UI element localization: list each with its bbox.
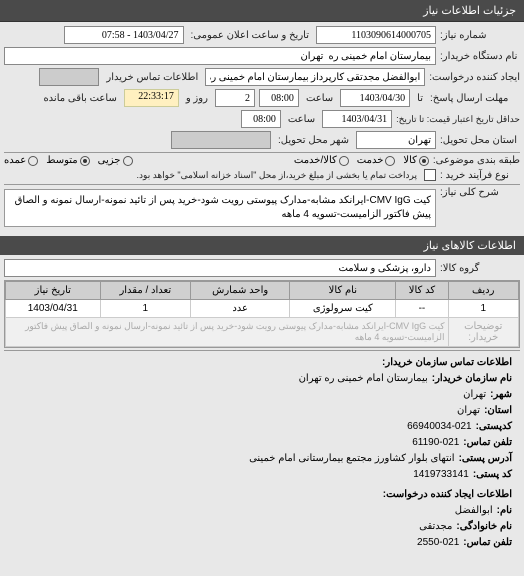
- city-value: تهران: [463, 387, 486, 403]
- device-name-label: نام دستگاه خریدار:: [440, 51, 520, 62]
- countdown-time: 22:33:17: [124, 89, 179, 107]
- phone-value: 61190-021: [412, 435, 459, 451]
- remaining-suffix: ساعت باقی مانده: [40, 93, 119, 104]
- radio-service[interactable]: خدمت: [357, 155, 396, 166]
- general-desc-box: کیت CMV IgG-ایرانکد مشابه-مدارک پیوستی ر…: [4, 189, 436, 227]
- request-number-label: شماره نیاز:: [440, 30, 520, 41]
- address-label: آدرس پستی:: [459, 451, 512, 467]
- creator-family-value: مجدتقی: [419, 519, 452, 535]
- buyer-org-block: اطلاعات تماس سازمان خریدار: نام سازمان خ…: [4, 353, 520, 485]
- th-date: تاریخ نیاز: [6, 282, 101, 300]
- delivery-location-input[interactable]: [356, 131, 436, 149]
- contact-info-label: اطلاعات تماس خریدار: [103, 72, 201, 83]
- deadline-date-input[interactable]: [340, 89, 410, 107]
- creator-section-label: اطلاعات ایجاد کننده درخواست:: [383, 487, 512, 503]
- deadline-time-input[interactable]: [259, 89, 299, 107]
- deadline-send-label: مهلت ارسال پاسخ:: [430, 93, 520, 104]
- creator-block: اطلاعات ایجاد کننده درخواست: نام: ابوالفض…: [4, 485, 520, 553]
- time-label-1: ساعت: [303, 93, 336, 104]
- general-desc-label: شرح کلی نیاز:: [440, 187, 520, 198]
- buyer-desc-text: کیت CMV IgG-ایرانکد مشابه-مدارک پیوستی ر…: [6, 318, 449, 347]
- remaining-days-label: روز و: [183, 93, 211, 104]
- buyer-desc-label: توضیحات خریدار:: [448, 318, 519, 347]
- page-header: جزئیات اطلاعات نیاز: [0, 0, 524, 22]
- buyer-org-section-label: اطلاعات تماس سازمان خریدار:: [382, 355, 512, 371]
- page-title: جزئیات اطلاعات نیاز: [423, 5, 516, 17]
- delivery-city-box[interactable]: [171, 131, 271, 149]
- remaining-days-input[interactable]: [215, 89, 255, 107]
- phone-label: تلفن تماس:: [463, 435, 512, 451]
- credit-date-input[interactable]: [322, 110, 392, 128]
- postcode-label: کد پستی:: [473, 467, 512, 483]
- city-label: شهر:: [490, 387, 512, 403]
- process-checkbox[interactable]: [424, 169, 436, 181]
- goods-table: ردیف کد کالا نام کالا واحد شمارش تعداد /…: [4, 280, 520, 348]
- goods-section-title: اطلاعات کالاهای نیاز: [0, 236, 524, 255]
- credit-time-input[interactable]: [241, 110, 281, 128]
- requester-input[interactable]: [205, 68, 425, 86]
- radio-jozi[interactable]: جزیی: [98, 155, 133, 166]
- goods-group-label: گروه کالا:: [440, 263, 520, 274]
- radio-both[interactable]: کالا/خدمت: [294, 155, 349, 166]
- credit-deadline-label: حداقل تاریخ اعتبار قیمت: تا تاریخ:: [396, 114, 520, 125]
- th-code: کد کالا: [396, 282, 448, 300]
- postal-value: 66940034-021: [407, 419, 472, 435]
- ta-label-1: تا: [414, 93, 426, 104]
- process-note: پرداخت تمام یا بخشی از مبلغ خرید،از محل …: [134, 170, 420, 181]
- goods-group-input[interactable]: [4, 259, 436, 277]
- creator-family-label: نام خانوادگی:: [456, 519, 512, 535]
- creator-name-label: نام:: [497, 503, 512, 519]
- postal-label: کدپستی:: [476, 419, 512, 435]
- table-row[interactable]: 1 -- کیت سرولوژی عدد 1 1403/04/31: [6, 300, 519, 318]
- creator-phone-label: تلفن تماس:: [463, 535, 512, 551]
- creator-name-value: ابوالفضل: [455, 503, 493, 519]
- radio-medium[interactable]: متوسط: [46, 155, 89, 166]
- time-label-2: ساعت: [285, 114, 318, 125]
- address-value: انتهای بلوار کشاورز مجتمع بیمارستانی اما…: [249, 451, 454, 467]
- table-header-row: ردیف کد کالا نام کالا واحد شمارش تعداد /…: [6, 282, 519, 300]
- classification-radio-group: کالا خدمت کالا/خدمت: [294, 155, 429, 166]
- th-unit: واحد شمارش: [191, 282, 290, 300]
- request-number-input[interactable]: [316, 26, 436, 44]
- announce-date-input[interactable]: [64, 26, 184, 44]
- delivery-city-label: شهر محل تحویل:: [275, 135, 352, 146]
- org-name-label: نام سازمان خریدار:: [432, 371, 512, 387]
- th-name: نام کالا: [290, 282, 396, 300]
- size-radio-group: جزیی متوسط عمده: [4, 155, 133, 166]
- postcode-value: 1419733141: [413, 467, 469, 483]
- contact-info-box[interactable]: [39, 68, 99, 86]
- org-name-value: بیمارستان امام خمینی ره تهران: [299, 371, 428, 387]
- province-value: تهران: [457, 403, 480, 419]
- announce-date-label: تاریخ و ساعت اعلان عمومی:: [188, 30, 313, 41]
- radio-goods[interactable]: کالا: [403, 155, 429, 166]
- creator-phone-value: 2550-021: [417, 535, 459, 551]
- delivery-location-label: استان محل تحویل:: [440, 135, 520, 146]
- process-type-label: نوع فرآیند خرید :: [440, 170, 520, 181]
- buyer-desc-row: توضیحات خریدار: کیت CMV IgG-ایرانکد مشاب…: [6, 318, 519, 347]
- classification-label: طبقه بندی موضوعی:: [433, 155, 520, 166]
- th-qty: تعداد / مقدار: [100, 282, 190, 300]
- requester-label: ایجاد کننده درخواست:: [429, 72, 520, 83]
- radio-whole[interactable]: عمده: [4, 155, 38, 166]
- province-label: استان:: [484, 403, 512, 419]
- main-form: شماره نیاز: تاریخ و ساعت اعلان عمومی: نا…: [0, 22, 524, 236]
- th-row: ردیف: [448, 282, 519, 300]
- device-name-input[interactable]: [4, 47, 436, 65]
